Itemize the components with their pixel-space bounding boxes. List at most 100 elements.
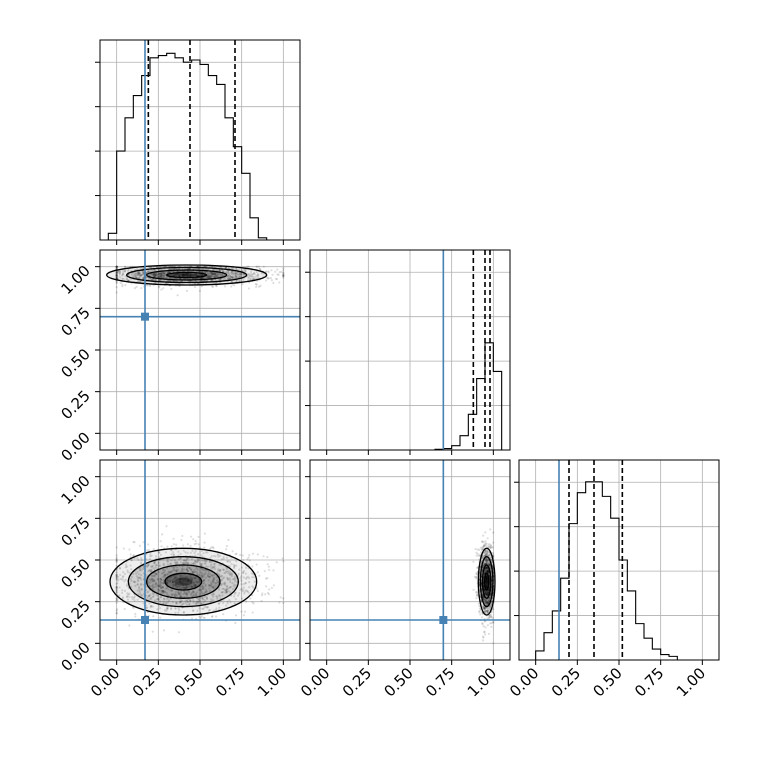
sample-point xyxy=(476,566,479,569)
sample-point xyxy=(205,596,208,599)
sample-point xyxy=(210,593,213,596)
sample-point xyxy=(249,597,252,600)
sample-point xyxy=(187,575,190,579)
sample-point xyxy=(485,610,488,613)
sample-point xyxy=(190,585,193,588)
sample-point xyxy=(198,580,201,584)
sample-point xyxy=(173,277,176,280)
sample-point xyxy=(149,596,152,599)
sample-point xyxy=(227,560,230,563)
sample-point xyxy=(154,269,157,272)
sample-point xyxy=(196,560,199,564)
sample-point xyxy=(225,271,228,274)
sample-point xyxy=(177,631,181,634)
sample-point xyxy=(485,577,488,580)
sample-point xyxy=(156,583,159,586)
sample-point xyxy=(128,592,131,595)
sample-point xyxy=(186,580,189,583)
sample-point xyxy=(210,567,213,570)
sample-point xyxy=(182,602,185,605)
sample-point xyxy=(195,274,198,277)
sample-point xyxy=(484,568,487,571)
sample-point xyxy=(484,580,488,583)
sample-point xyxy=(233,284,236,287)
sample-point xyxy=(153,599,157,602)
sample-point xyxy=(116,276,119,279)
sample-point xyxy=(184,551,187,554)
sample-point xyxy=(140,569,143,572)
sample-point xyxy=(199,588,202,591)
sample-point xyxy=(202,587,205,590)
sample-point xyxy=(115,273,118,277)
sample-point xyxy=(233,583,236,586)
sample-point xyxy=(259,284,262,287)
sample-point xyxy=(115,589,118,592)
sample-point xyxy=(485,575,488,578)
sample-point xyxy=(137,558,140,562)
sample-point xyxy=(251,576,254,579)
sample-point xyxy=(181,567,184,570)
sample-point xyxy=(119,281,122,284)
sample-point xyxy=(278,281,281,284)
sample-point xyxy=(170,553,173,556)
sample-point xyxy=(209,556,212,559)
sample-point xyxy=(226,570,229,573)
sample-point xyxy=(474,548,477,551)
sample-point xyxy=(252,573,255,576)
sample-point xyxy=(205,590,208,593)
sample-point xyxy=(492,541,495,544)
sample-point xyxy=(146,596,149,599)
sample-point xyxy=(247,556,250,559)
sample-point xyxy=(251,585,254,588)
sample-point xyxy=(162,271,165,274)
sample-point xyxy=(163,273,167,276)
sample-point xyxy=(192,570,195,574)
sample-point xyxy=(181,577,184,580)
sample-point xyxy=(484,633,487,636)
sample-point xyxy=(485,569,489,572)
sample-point xyxy=(218,275,221,278)
sample-point xyxy=(490,559,493,562)
sample-point xyxy=(115,586,118,590)
sample-point xyxy=(186,551,189,554)
sample-point xyxy=(184,583,187,586)
sample-point xyxy=(178,601,181,604)
sample-point xyxy=(155,564,158,567)
sample-point xyxy=(156,273,159,276)
sample-point xyxy=(245,590,248,593)
sample-point xyxy=(482,545,485,548)
sample-point xyxy=(220,579,223,582)
sample-point xyxy=(191,609,195,612)
sample-point xyxy=(139,273,143,277)
sample-point xyxy=(486,581,489,584)
sample-point xyxy=(272,569,275,572)
sample-point xyxy=(485,585,488,589)
sample-point xyxy=(483,590,486,593)
sample-point xyxy=(492,531,495,534)
sample-point xyxy=(201,584,204,588)
sample-point xyxy=(489,547,492,550)
sample-point xyxy=(130,273,133,276)
sample-point xyxy=(477,554,480,557)
sample-point xyxy=(136,280,140,283)
sample-point xyxy=(185,568,189,571)
sample-point xyxy=(280,270,283,274)
sample-point xyxy=(132,554,136,557)
sample-point xyxy=(142,541,145,544)
sample-point xyxy=(217,572,220,576)
sample-point xyxy=(485,551,488,554)
sample-point xyxy=(483,606,486,609)
density-fill xyxy=(484,573,489,591)
sample-point xyxy=(481,548,484,552)
sample-point xyxy=(200,273,203,277)
sample-point xyxy=(483,598,486,601)
sample-point xyxy=(234,553,237,556)
sample-point xyxy=(177,550,180,553)
sample-point xyxy=(146,549,149,552)
sample-point xyxy=(485,550,489,553)
sample-point xyxy=(130,558,133,562)
sample-point xyxy=(156,588,159,591)
sample-point xyxy=(171,601,174,604)
sample-point xyxy=(115,589,118,592)
sample-point xyxy=(160,577,163,580)
